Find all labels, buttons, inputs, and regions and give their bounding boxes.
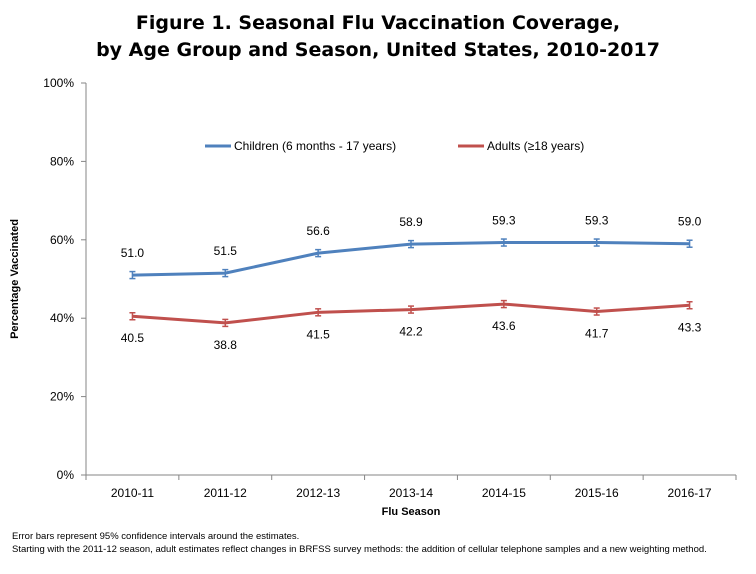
x-tick-label: 2013-14 <box>389 486 433 500</box>
x-tick-label: 2015-16 <box>575 486 619 500</box>
x-tick-label: 2010-11 <box>111 486 154 500</box>
y-tick-label: 60% <box>50 233 74 247</box>
x-axis-title: Flu Season <box>382 506 441 518</box>
x-tick-label: 2012-13 <box>296 486 340 500</box>
legend-label: Children (6 months - 17 years) <box>234 139 396 153</box>
footnote-survey-methods: Starting with the 2011-12 season, adult … <box>12 544 707 555</box>
x-tick-label: 2016-17 <box>668 486 712 500</box>
y-axis-title: Percentage Vaccinated <box>9 219 21 339</box>
y-tick-label: 20% <box>50 390 74 404</box>
data-label: 59.3 <box>492 214 516 228</box>
y-tick-label: 0% <box>57 468 75 482</box>
data-label: 43.3 <box>678 320 702 334</box>
y-tick-label: 40% <box>50 311 74 325</box>
chart-footnotes: Error bars represent 95% confidence inte… <box>12 530 707 556</box>
data-label: 42.2 <box>399 325 423 339</box>
data-label: 51.5 <box>214 244 238 258</box>
chart-title: Figure 1. Seasonal Flu Vaccination Cover… <box>0 10 756 64</box>
data-label: 38.8 <box>214 338 238 352</box>
legend-label: Adults (≥18 years) <box>487 139 584 153</box>
data-label: 58.9 <box>399 215 423 229</box>
data-label: 40.5 <box>121 331 145 345</box>
data-label: 56.6 <box>306 224 330 238</box>
chart-title-line-2: by Age Group and Season, United States, … <box>96 39 660 61</box>
data-label: 43.6 <box>492 319 516 333</box>
data-label: 41.7 <box>585 327 609 341</box>
chart-title-line-1: Figure 1. Seasonal Flu Vaccination Cover… <box>135 12 621 34</box>
y-tick-label: 80% <box>50 154 74 168</box>
data-label: 59.0 <box>678 215 702 229</box>
data-label: 59.3 <box>585 214 609 228</box>
footnote-error-bars: Error bars represent 95% confidence inte… <box>12 531 300 542</box>
y-tick-label: 100% <box>43 76 74 90</box>
data-label: 51.0 <box>121 246 145 260</box>
x-tick-label: 2014-15 <box>482 486 526 500</box>
data-label: 41.5 <box>306 327 330 341</box>
x-tick-label: 2011-12 <box>204 486 247 500</box>
